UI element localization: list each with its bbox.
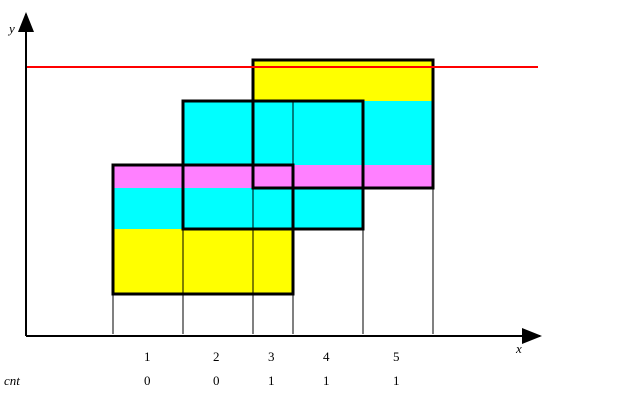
cnt-value-3: 1 [268,373,275,388]
band-col4-cyan-top [293,101,363,165]
cnt-value-1: 0 [144,373,151,388]
band-col5-cyan-top [363,101,433,165]
band-col2-magenta [183,165,253,188]
cnt-row-label: cnt [4,373,20,388]
rectangle-b-outline [181,99,365,231]
band-col1-yellow [113,229,183,294]
band-col1-magenta [113,165,183,188]
column-index-4: 4 [323,349,330,364]
column-index-1: 1 [144,349,151,364]
band-col3-cyan-top [253,101,293,165]
column-index-5: 5 [393,349,400,364]
cnt-value-5: 1 [393,373,400,388]
column-index-3: 3 [268,349,275,364]
band-col3-magenta [253,165,293,188]
y-axis-label: y [7,21,15,36]
band-col5-magenta [363,165,433,188]
band-col2-cyan [183,188,253,229]
band-col4-cyan [293,188,363,229]
column-index-2: 2 [213,349,220,364]
band-col3-yellow [253,229,293,294]
rectangle-c-outline [251,58,435,190]
band-col1-cyan [113,188,183,229]
cnt-value-4: 1 [323,373,330,388]
band-col2-yellow [183,229,253,294]
x-axis-label: x [515,341,522,356]
band-col4-magenta [293,165,363,188]
band-col3-cyan [253,188,293,229]
cnt-value-2: 0 [213,373,220,388]
band-col2-cyan-top [183,101,253,165]
